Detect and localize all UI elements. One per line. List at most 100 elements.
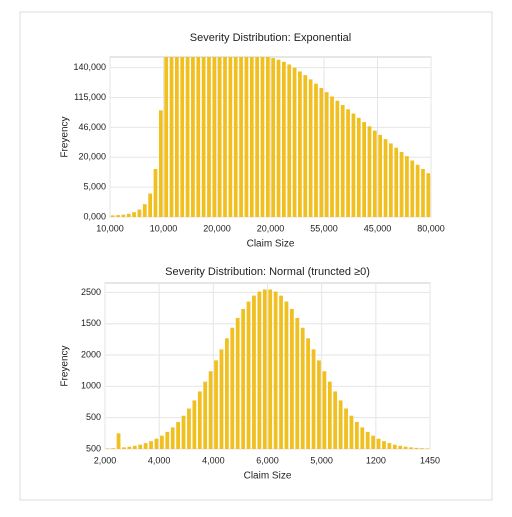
bar — [317, 360, 321, 449]
bar — [284, 301, 289, 449]
bar — [158, 110, 163, 217]
x-tick-label: 45,000 — [364, 223, 392, 233]
y-tick-label: 115,000 — [74, 92, 106, 102]
bar — [262, 289, 267, 449]
bar — [268, 289, 273, 449]
bar — [356, 117, 361, 217]
bar — [322, 371, 327, 449]
bar — [249, 57, 254, 217]
bar — [230, 327, 235, 449]
bar — [169, 57, 174, 217]
x-tick-label: 20,000 — [203, 223, 231, 233]
bar — [338, 400, 343, 449]
bar — [303, 75, 308, 217]
y-tick-label: 500 — [86, 412, 101, 422]
bar — [300, 327, 305, 449]
bar — [233, 57, 238, 217]
bar — [121, 214, 126, 217]
bar — [201, 57, 206, 217]
bar — [340, 105, 345, 217]
bar — [185, 57, 190, 217]
bar — [241, 308, 246, 449]
bar — [203, 381, 208, 449]
bar — [295, 317, 300, 449]
bar — [382, 441, 386, 449]
bar — [415, 164, 420, 217]
bar — [403, 446, 408, 449]
x-tick-label: 10,000 — [150, 223, 178, 233]
x-tick-label: 5,000 — [310, 455, 333, 465]
x-tick-label: 10,000 — [96, 223, 124, 233]
bar — [399, 151, 404, 217]
bar — [282, 61, 286, 217]
x-tick-label: 4,000 — [148, 455, 171, 465]
bar — [219, 349, 224, 449]
bar — [273, 291, 278, 449]
bar — [292, 67, 297, 218]
y-tick-label: 5,000 — [83, 182, 106, 192]
bar — [349, 415, 354, 449]
bar — [235, 317, 240, 449]
bar — [319, 87, 324, 217]
y-tick-label: 140,000 — [73, 62, 106, 72]
bar — [153, 169, 158, 217]
bar — [287, 64, 292, 217]
x-axis-label: Claim Size — [247, 239, 295, 250]
bar — [187, 408, 191, 449]
bar — [138, 444, 143, 449]
bar — [252, 295, 256, 449]
bar — [346, 109, 350, 217]
bar — [387, 443, 392, 449]
bar — [421, 169, 425, 217]
bar — [410, 160, 415, 217]
bar — [360, 427, 365, 449]
bar — [344, 408, 348, 449]
bar — [276, 59, 281, 217]
bar — [298, 71, 302, 218]
x-tick-label: 1200 — [366, 455, 386, 465]
y-tick-label: 0,000 — [83, 211, 106, 221]
x-tick-label: 20,000 — [257, 223, 285, 233]
bar — [383, 139, 388, 217]
bar — [239, 57, 243, 217]
bar — [365, 431, 370, 449]
bar — [306, 338, 311, 449]
x-axis-label: Claim Size — [244, 471, 292, 482]
x-tick-label: 4,000 — [202, 455, 225, 465]
chart-title: Severity Distribution: Exponential — [190, 32, 351, 44]
bar — [265, 57, 270, 217]
bar — [371, 435, 376, 449]
bar — [378, 134, 383, 217]
bar — [376, 438, 381, 449]
bar — [398, 445, 403, 449]
bar — [214, 360, 218, 449]
bar — [149, 441, 153, 449]
bar — [181, 415, 186, 449]
bar — [137, 209, 142, 217]
x-tick-label: 6,000 — [256, 455, 279, 465]
bar — [122, 447, 126, 449]
bar — [255, 57, 259, 217]
bar — [116, 215, 120, 217]
bar — [127, 446, 132, 449]
bar — [170, 427, 175, 449]
bar — [111, 448, 116, 449]
y-tick-label: 500 — [86, 443, 101, 453]
bar — [327, 381, 332, 449]
y-axis-label: Freyency — [60, 116, 71, 157]
bar — [217, 57, 222, 217]
bar — [154, 438, 159, 449]
bar — [311, 349, 316, 449]
bar — [257, 291, 262, 449]
y-tick-label: 2500 — [81, 287, 101, 297]
bar — [165, 431, 170, 449]
bar — [110, 215, 115, 217]
bar — [105, 448, 110, 449]
bar — [224, 338, 229, 449]
bar — [389, 143, 393, 217]
bar — [197, 391, 202, 449]
bar — [142, 204, 147, 217]
bar — [223, 57, 227, 217]
y-tick-label: 2000 — [81, 349, 101, 359]
